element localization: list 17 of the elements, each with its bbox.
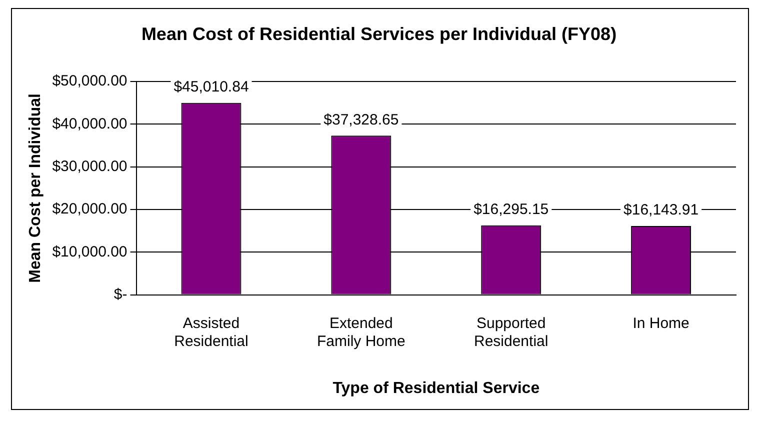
data-label: $16,143.91: [623, 202, 699, 219]
x-tick-label: Supported Residential: [474, 314, 548, 350]
y-tick-label: $-: [114, 286, 128, 303]
data-label: $45,010.84: [174, 78, 249, 96]
y-tick-label: $40,000.00: [52, 115, 128, 132]
chart-title: Mean Cost of Residential Services per Individual (FY08): [141, 24, 617, 44]
y-axis-title: Mean Cost per Individual: [27, 94, 44, 283]
x-tick-label: In Home: [632, 314, 690, 332]
y-tick-label: $30,000.00: [52, 158, 128, 176]
y-tick-label: $10,000.00: [52, 243, 128, 260]
y-tick-label: $50,000.00: [52, 72, 128, 90]
x-tick-label: Assisted Residential: [174, 314, 248, 350]
x-axis-title: Type of Residential Service: [332, 380, 540, 397]
data-label: $37,328.65: [324, 111, 399, 128]
x-tick-label: Extended Family Home: [316, 314, 406, 350]
y-tick-label: $20,000.00: [52, 200, 128, 218]
data-label: $16,295.15: [474, 200, 549, 218]
